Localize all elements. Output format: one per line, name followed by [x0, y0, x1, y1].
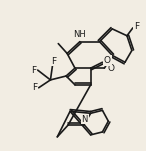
Text: O: O — [108, 64, 115, 73]
Text: O: O — [104, 56, 111, 65]
Text: N: N — [82, 115, 88, 124]
Text: F: F — [32, 83, 37, 92]
Text: F: F — [51, 57, 56, 66]
Text: NH: NH — [73, 30, 86, 39]
Text: F: F — [31, 66, 36, 75]
Text: F: F — [134, 22, 139, 31]
